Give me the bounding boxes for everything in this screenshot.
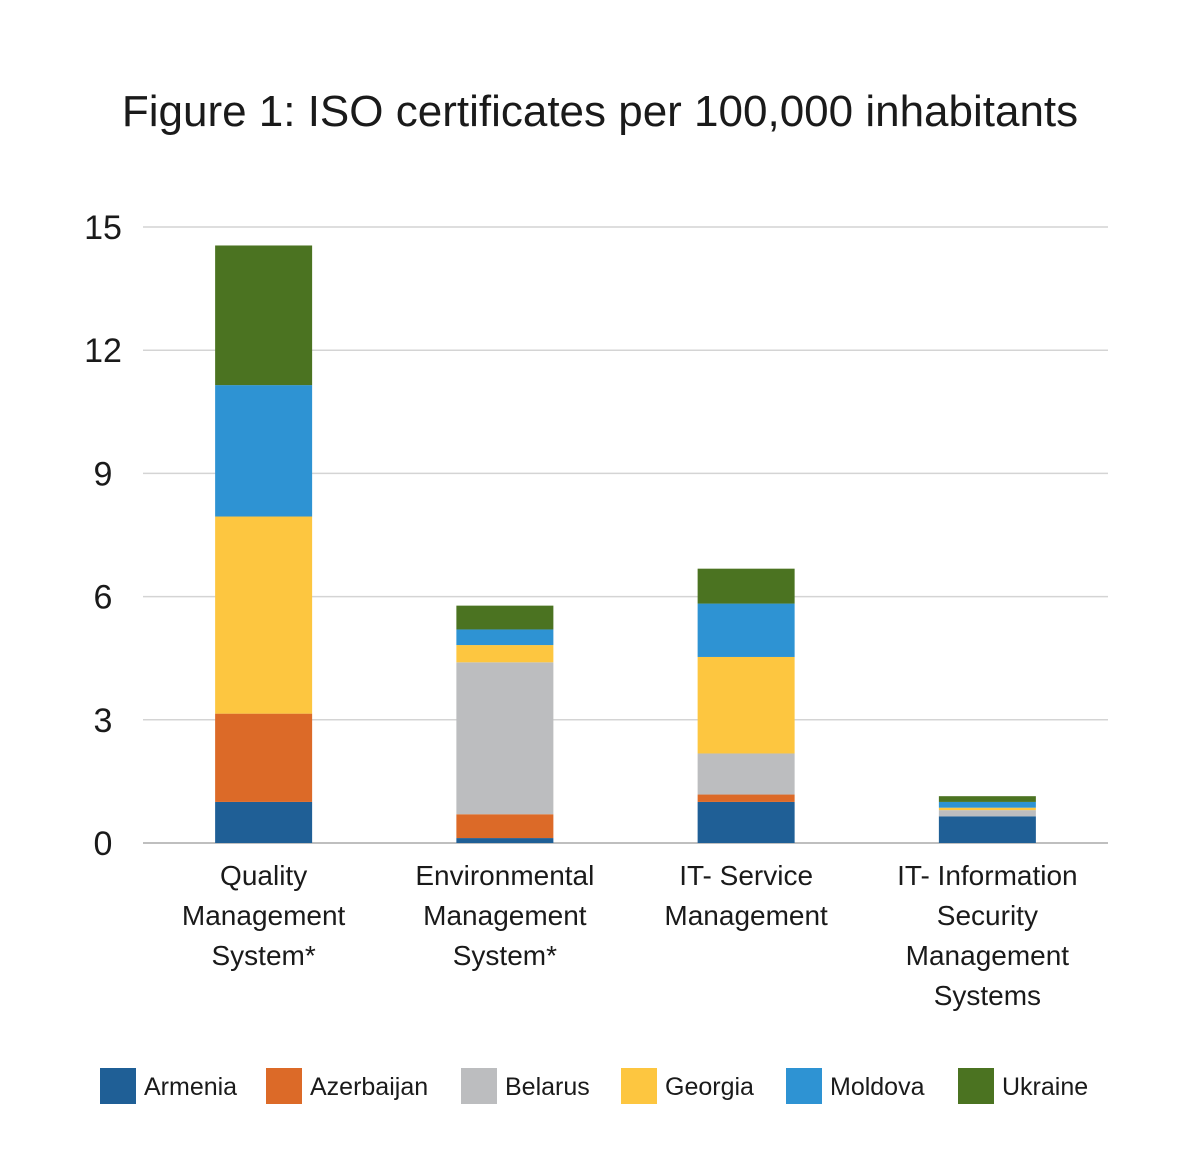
bar-segment-ukraine: [938, 796, 1036, 802]
legend-label-armenia: Armenia: [144, 1073, 237, 1101]
x-tick-label: Environmental Management System*: [415, 860, 594, 971]
legend-label-ukraine: Ukraine: [1002, 1073, 1088, 1101]
bar-segment-belarus: [938, 810, 1036, 817]
bar-segment-georgia: [938, 807, 1036, 811]
chart-title: Figure 1: ISO certificates per 100,000 i…: [121, 87, 1079, 136]
legend-swatch-belarus: [461, 1068, 497, 1104]
bar-segment-armenia: [215, 801, 313, 843]
legend-label-azerbaijan: Azerbaijan: [310, 1073, 428, 1101]
bar-segment-armenia: [456, 838, 554, 843]
y-tick-label: 12: [84, 332, 122, 370]
bar-segment-azerbaijan: [215, 713, 313, 802]
legend-swatch-armenia: [100, 1068, 136, 1104]
legend-swatch-azerbaijan: [266, 1068, 302, 1104]
bar-segment-azerbaijan: [697, 794, 795, 802]
bar-segment-ukraine: [215, 245, 313, 386]
x-tick-label: Quality Management System*: [182, 860, 346, 971]
bars: [215, 245, 1036, 843]
bar-segment-moldova: [938, 801, 1036, 808]
y-tick-label: 9: [94, 455, 113, 493]
x-tick-label: IT- Information Security Management Systems: [897, 860, 1078, 1011]
bar-segment-georgia: [697, 656, 795, 754]
bar-segment-belarus: [697, 753, 795, 795]
bar-segment-belarus: [456, 662, 554, 815]
y-tick-label: 15: [84, 209, 122, 247]
y-tick-label: 0: [94, 825, 113, 863]
legend-swatch-ukraine: [958, 1068, 994, 1104]
bar-segment-georgia: [456, 645, 554, 663]
legend-swatch-moldova: [786, 1068, 822, 1104]
legend-swatch-georgia: [621, 1068, 657, 1104]
bar-segment-ukraine: [697, 568, 795, 604]
bar-segment-moldova: [215, 385, 313, 517]
x-axis: Quality Management System* Environmental Man…: [182, 860, 1078, 1011]
legend-label-georgia: Georgia: [665, 1073, 754, 1101]
bar-segment-ukraine: [456, 605, 554, 630]
y-tick-label: 6: [94, 579, 113, 617]
y-tick-label: 3: [94, 702, 113, 740]
legend: Armenia Azerbaijan Belarus Georgia Moldova Uk…: [100, 1068, 1088, 1104]
y-axis: 0 3 6 9 12 15: [84, 209, 122, 863]
x-tick-label: IT- Service Management: [664, 860, 828, 931]
bar-segment-armenia: [938, 816, 1036, 843]
legend-label-belarus: Belarus: [505, 1073, 590, 1101]
bar-segment-moldova: [456, 629, 554, 646]
bar-segment-armenia: [697, 801, 795, 843]
bar-segment-georgia: [215, 516, 313, 714]
bar-segment-azerbaijan: [456, 814, 554, 839]
legend-label-moldova: Moldova: [830, 1073, 925, 1101]
bar-segment-moldova: [697, 603, 795, 657]
